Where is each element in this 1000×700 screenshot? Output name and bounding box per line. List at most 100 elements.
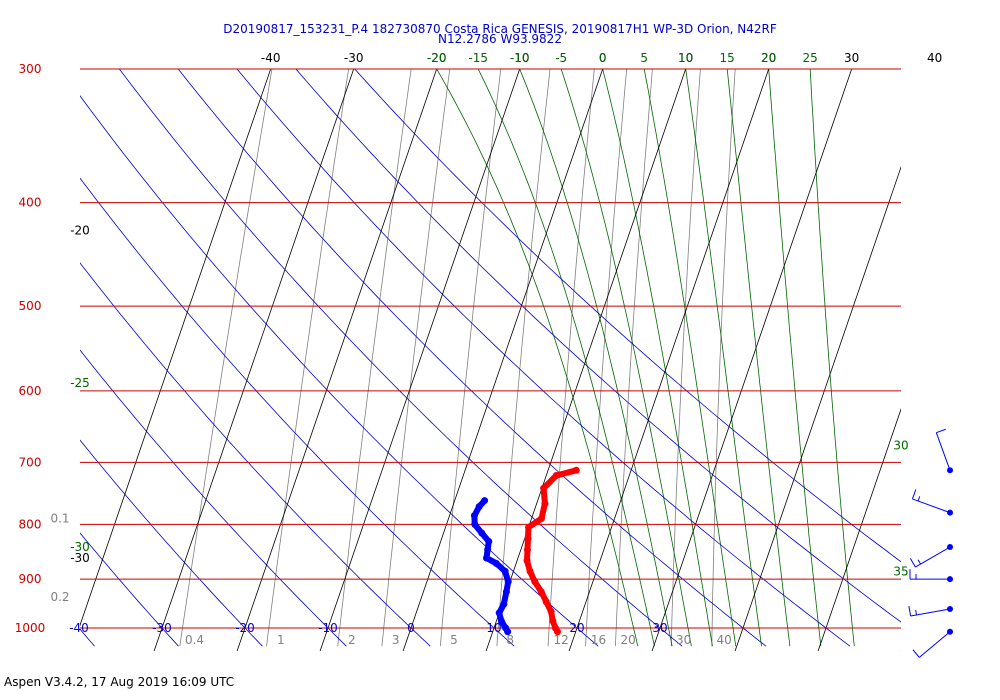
isotherm-30 <box>651 69 853 651</box>
dewpoint-trace-point <box>504 578 512 586</box>
dry-adiabat-label-20: 20 <box>569 621 584 635</box>
moist-adiabat-15 <box>726 69 791 647</box>
pressure-label-500: 500 <box>19 299 42 313</box>
mixing-ratio-label-20: 20 <box>621 633 636 647</box>
wind-barb-flag <box>909 558 916 568</box>
dry-adiabat-label-30: 30 <box>652 621 667 635</box>
mixing-ratio-side-label-0.2: 0.2 <box>50 590 69 604</box>
mixing-ratio-side-label-0.1: 0.1 <box>50 512 69 526</box>
temperature-trace-line <box>524 467 580 635</box>
isotherm-label-20: 20 <box>761 51 776 65</box>
moist-adiabat--15 <box>477 69 655 647</box>
mixing-ratio-label-40: 40 <box>716 633 731 647</box>
dry-adiabat-50 <box>236 69 851 647</box>
mixing-ratio-label-0.4: 0.4 <box>185 633 204 647</box>
temperature-trace-point <box>540 484 548 492</box>
mixing-ratio-3 <box>381 69 451 647</box>
isotherm--10 <box>319 69 521 651</box>
wind-barb <box>912 628 953 658</box>
dewpoint-trace-point <box>482 554 490 562</box>
isotherm-60 <box>900 650 901 651</box>
wind-barb <box>911 489 953 516</box>
dry-adiabat--30 <box>80 532 179 647</box>
dry-adiabat-label--30: -30 <box>152 621 172 635</box>
moist-adiabat-label-25: 25 <box>803 51 818 65</box>
moist-adiabats <box>436 69 855 647</box>
moist-adiabat-label-10: 10 <box>678 51 693 65</box>
mixing-ratio-2 <box>337 69 412 647</box>
moist-adiabat-side-label--25: -25 <box>70 376 90 390</box>
mixing-ratio-label-30: 30 <box>676 633 691 647</box>
temperature-trace-point <box>531 578 539 586</box>
wind-barb-flag <box>908 606 912 617</box>
isotherm-20 <box>568 69 770 651</box>
temperature-trace-point <box>523 546 531 554</box>
isotherm-50 <box>817 408 901 651</box>
isobars <box>80 68 901 629</box>
wind-barb-half-flag <box>915 609 918 616</box>
software-footer: Aspen V3.4.2, 17 Aug 2019 16:09 UTC <box>4 675 235 689</box>
mixing-ratio-label-16: 16 <box>591 633 606 647</box>
mixing-ratio-8 <box>496 69 551 647</box>
temperature-trace-point <box>537 588 545 596</box>
dry-adiabat-label-10: 10 <box>486 621 501 635</box>
moist-adiabat-label--20: -20 <box>427 51 447 65</box>
moist-adiabat-label--10: -10 <box>510 51 530 65</box>
isotherm-label-10: 10 <box>678 51 693 65</box>
sounding-traces <box>470 466 580 636</box>
dewpoint-trace-point <box>471 520 479 528</box>
pressure-label-1000: 1000 <box>15 621 46 635</box>
wind-barb <box>935 428 953 474</box>
wind-barb-flag <box>936 428 946 434</box>
moist-adiabat-0 <box>602 69 713 647</box>
wind-barb-staff <box>935 432 951 471</box>
dewpoint-trace-point <box>504 628 512 636</box>
temperature-trace-point <box>525 523 533 531</box>
isotherm-label--40: -40 <box>261 51 281 65</box>
dewpoint-trace-point <box>475 503 483 511</box>
dry-adiabat--20 <box>80 439 263 647</box>
dewpoint-trace-point <box>484 546 492 554</box>
mixing-ratio-label-3: 3 <box>392 633 400 647</box>
isotherm-label-40: 40 <box>927 51 942 65</box>
mixing-ratio-label-8: 8 <box>506 633 514 647</box>
wind-barb-half-flag <box>917 559 921 565</box>
dry-adiabat-70 <box>354 69 901 563</box>
dry-adiabat-10 <box>80 177 515 647</box>
temperature-trace-point <box>524 535 532 543</box>
wind-barb-flag <box>911 489 917 500</box>
wind-barb-half-flag <box>917 496 921 502</box>
pressure-label-300: 300 <box>19 62 42 76</box>
pressure-label-600: 600 <box>19 384 42 398</box>
wind-barb <box>909 569 953 583</box>
mixing-ratio-label-5: 5 <box>450 633 458 647</box>
temperature-trace-point <box>572 466 580 474</box>
isotherm-label--20: -20 <box>427 51 447 65</box>
dewpoint-trace-point <box>470 512 478 520</box>
mixing-ratio-40 <box>711 69 736 647</box>
pressure-label-400: 400 <box>19 196 42 210</box>
moist-adiabat--20 <box>436 69 639 647</box>
dewpoint-trace-line <box>471 497 512 635</box>
mixing-ratio-16 <box>585 69 628 647</box>
temperature-trace-point <box>553 628 561 636</box>
wind-barb-staff <box>915 546 951 568</box>
chart-subtitle-location: N12.2786 W93.9822 <box>438 32 562 46</box>
isotherm-side-label--20: -20 <box>70 224 90 238</box>
temperature-trace-point <box>547 607 555 615</box>
moist-adiabat-20 <box>768 69 822 647</box>
moist-adiabat--10 <box>519 69 673 647</box>
moist-adiabat-label-20: 20 <box>761 51 776 65</box>
isotherm-label--30: -30 <box>344 51 364 65</box>
moist-adiabat-side-label--30: -30 <box>70 540 90 554</box>
moist-adiabat-25 <box>809 69 855 647</box>
dewpoint-trace-point <box>502 588 510 596</box>
wind-barbs <box>908 428 953 658</box>
mixing-ratio-20 <box>615 69 653 647</box>
dry-adiabat-label--40: -40 <box>69 621 89 635</box>
dewpoint-trace-point <box>501 567 509 575</box>
dewpoint-trace-point <box>500 600 508 608</box>
dewpoint-trace-point <box>495 609 503 617</box>
mixing-ratio-lines <box>179 69 736 647</box>
